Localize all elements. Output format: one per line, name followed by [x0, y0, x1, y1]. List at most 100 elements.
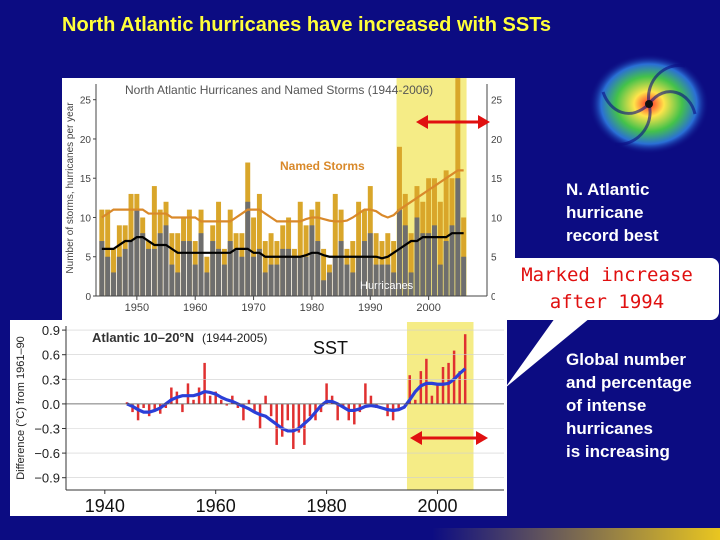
x-tick-label: 1980 — [300, 302, 324, 314]
hurricane-bar — [350, 272, 356, 296]
hurricane-bar — [297, 256, 303, 296]
named-storm-bar — [461, 217, 467, 296]
hurricane-bar — [151, 248, 157, 296]
y-tick-label-right: 0 — [491, 292, 497, 303]
hurricane-bar — [216, 248, 222, 296]
sst-anomaly-bar — [203, 362, 206, 404]
sst-anomaly-bar — [408, 375, 411, 404]
y-tick-label: 0 — [85, 292, 91, 303]
sst-anomaly-bar — [364, 383, 367, 404]
sst-anomaly-bar — [125, 402, 129, 404]
y-tick-label: −0.9 — [34, 471, 60, 486]
hurricane-bar — [321, 280, 327, 296]
y-tick-label: 10 — [80, 213, 92, 224]
hurricane-bar — [140, 233, 146, 296]
hurricane-bar — [280, 248, 286, 296]
hurricane-bar — [396, 209, 402, 296]
hurricane-bar — [361, 241, 367, 296]
sst-anomaly-bar — [397, 403, 400, 408]
slide-title: North Atlantic hurricanes have increased… — [62, 14, 552, 36]
sst-anomaly-bar — [347, 403, 351, 421]
hurricane-bar — [402, 225, 408, 296]
hurricane-bar — [379, 264, 385, 296]
sst-anomaly-bar — [208, 395, 212, 404]
hurricane-bar — [163, 225, 169, 296]
named-storm-bar — [256, 193, 262, 296]
hurricane-bar — [192, 264, 198, 296]
sst-anomaly-bar — [247, 399, 251, 404]
hurricane-bar — [461, 256, 467, 296]
hurricane-bar — [373, 264, 379, 296]
sst-anomaly-bar — [181, 403, 184, 413]
sst-anomaly-bar — [264, 395, 267, 404]
hurricane-bar — [105, 256, 111, 296]
hurricane-bar — [186, 241, 192, 296]
hurricane-bar — [426, 233, 432, 296]
named-storm-bar — [251, 217, 257, 296]
hurricane-bar — [449, 225, 455, 296]
y-axis-label: Difference (°C) from 1961–90 — [15, 336, 27, 480]
sst-anomaly-bar — [391, 403, 395, 421]
hurricanes-trend-line — [101, 232, 464, 260]
sst-anomaly-bar — [242, 403, 245, 421]
hurricane-bar — [338, 241, 344, 296]
x-tick-label: 1960 — [196, 496, 236, 516]
arrow-bottom — [410, 431, 488, 445]
y-tick-label: 25 — [80, 96, 92, 107]
y-tick-label-right: 15 — [491, 174, 503, 185]
hurricane-bar — [146, 248, 152, 296]
footer-bar — [0, 528, 720, 540]
named-storm-bar — [262, 241, 268, 296]
named-storm-bar — [437, 201, 443, 296]
sst-anomaly-bar — [219, 399, 223, 404]
sst-anomaly-bar — [269, 403, 273, 417]
sst-anomaly-bar — [436, 383, 439, 404]
x-tick-label: 1950 — [125, 302, 149, 314]
sst-chart: −0.9 −0.6 −0.3 0.0 0.3 0.6 0.9 1940 1960 1980 2000… — [10, 320, 507, 516]
hurricane-bar — [286, 248, 292, 296]
hurricane-bar — [157, 233, 163, 296]
hurricane-bar — [210, 241, 216, 296]
hurricane-bar — [332, 256, 338, 296]
sst-anomaly-bar — [236, 403, 240, 408]
sst-anomaly-bar — [225, 403, 229, 406]
sst-anomaly-bar — [170, 387, 173, 404]
sst-anomaly-bar — [336, 403, 339, 421]
y-tick-label: −0.6 — [34, 446, 60, 461]
hurricane-bar — [111, 272, 116, 296]
hurricane-bar — [391, 272, 397, 296]
sst-anomaly-bar — [369, 395, 373, 404]
y-tick-label-right: 5 — [491, 253, 497, 264]
hurricane-bar — [408, 272, 414, 296]
hurricane-bar — [181, 241, 187, 296]
named-storm-bar — [105, 209, 111, 296]
y-tick-label: 0.6 — [42, 348, 60, 363]
highlight-region — [406, 322, 474, 490]
sst-anomaly-bar — [286, 403, 290, 421]
hurricane-bar — [122, 248, 128, 296]
hurricane-bar — [227, 241, 233, 296]
hurricane-bar — [134, 209, 140, 296]
y-tick-label: 15 — [80, 174, 92, 185]
y-tick-label-right: 10 — [491, 213, 503, 224]
hurricane-bar — [414, 217, 420, 296]
hurricane-bar — [198, 233, 204, 296]
sst-anomaly-bar — [330, 395, 334, 404]
hurricane-bar — [356, 256, 362, 296]
y-tick-label: 20 — [80, 135, 92, 146]
sst-anomaly-bar — [147, 403, 151, 417]
named-storms-label: Named Storms — [280, 159, 365, 173]
hurricane-bar — [99, 241, 105, 296]
y-tick-label: 0.9 — [42, 323, 60, 338]
sst-smoothed-line — [126, 367, 467, 433]
y-axis-label: Number of storms, hurricanes per year — [65, 102, 76, 274]
hurricane-bar — [344, 264, 350, 296]
sst-anomaly-bar — [414, 399, 417, 404]
named-storms-trend-line — [101, 169, 464, 223]
hurricane-bar — [204, 272, 210, 296]
hurricane-bar — [169, 264, 175, 296]
named-storm-bar — [175, 233, 181, 296]
sst-anomaly-bar — [136, 403, 140, 421]
named-storm-bar — [332, 193, 338, 296]
